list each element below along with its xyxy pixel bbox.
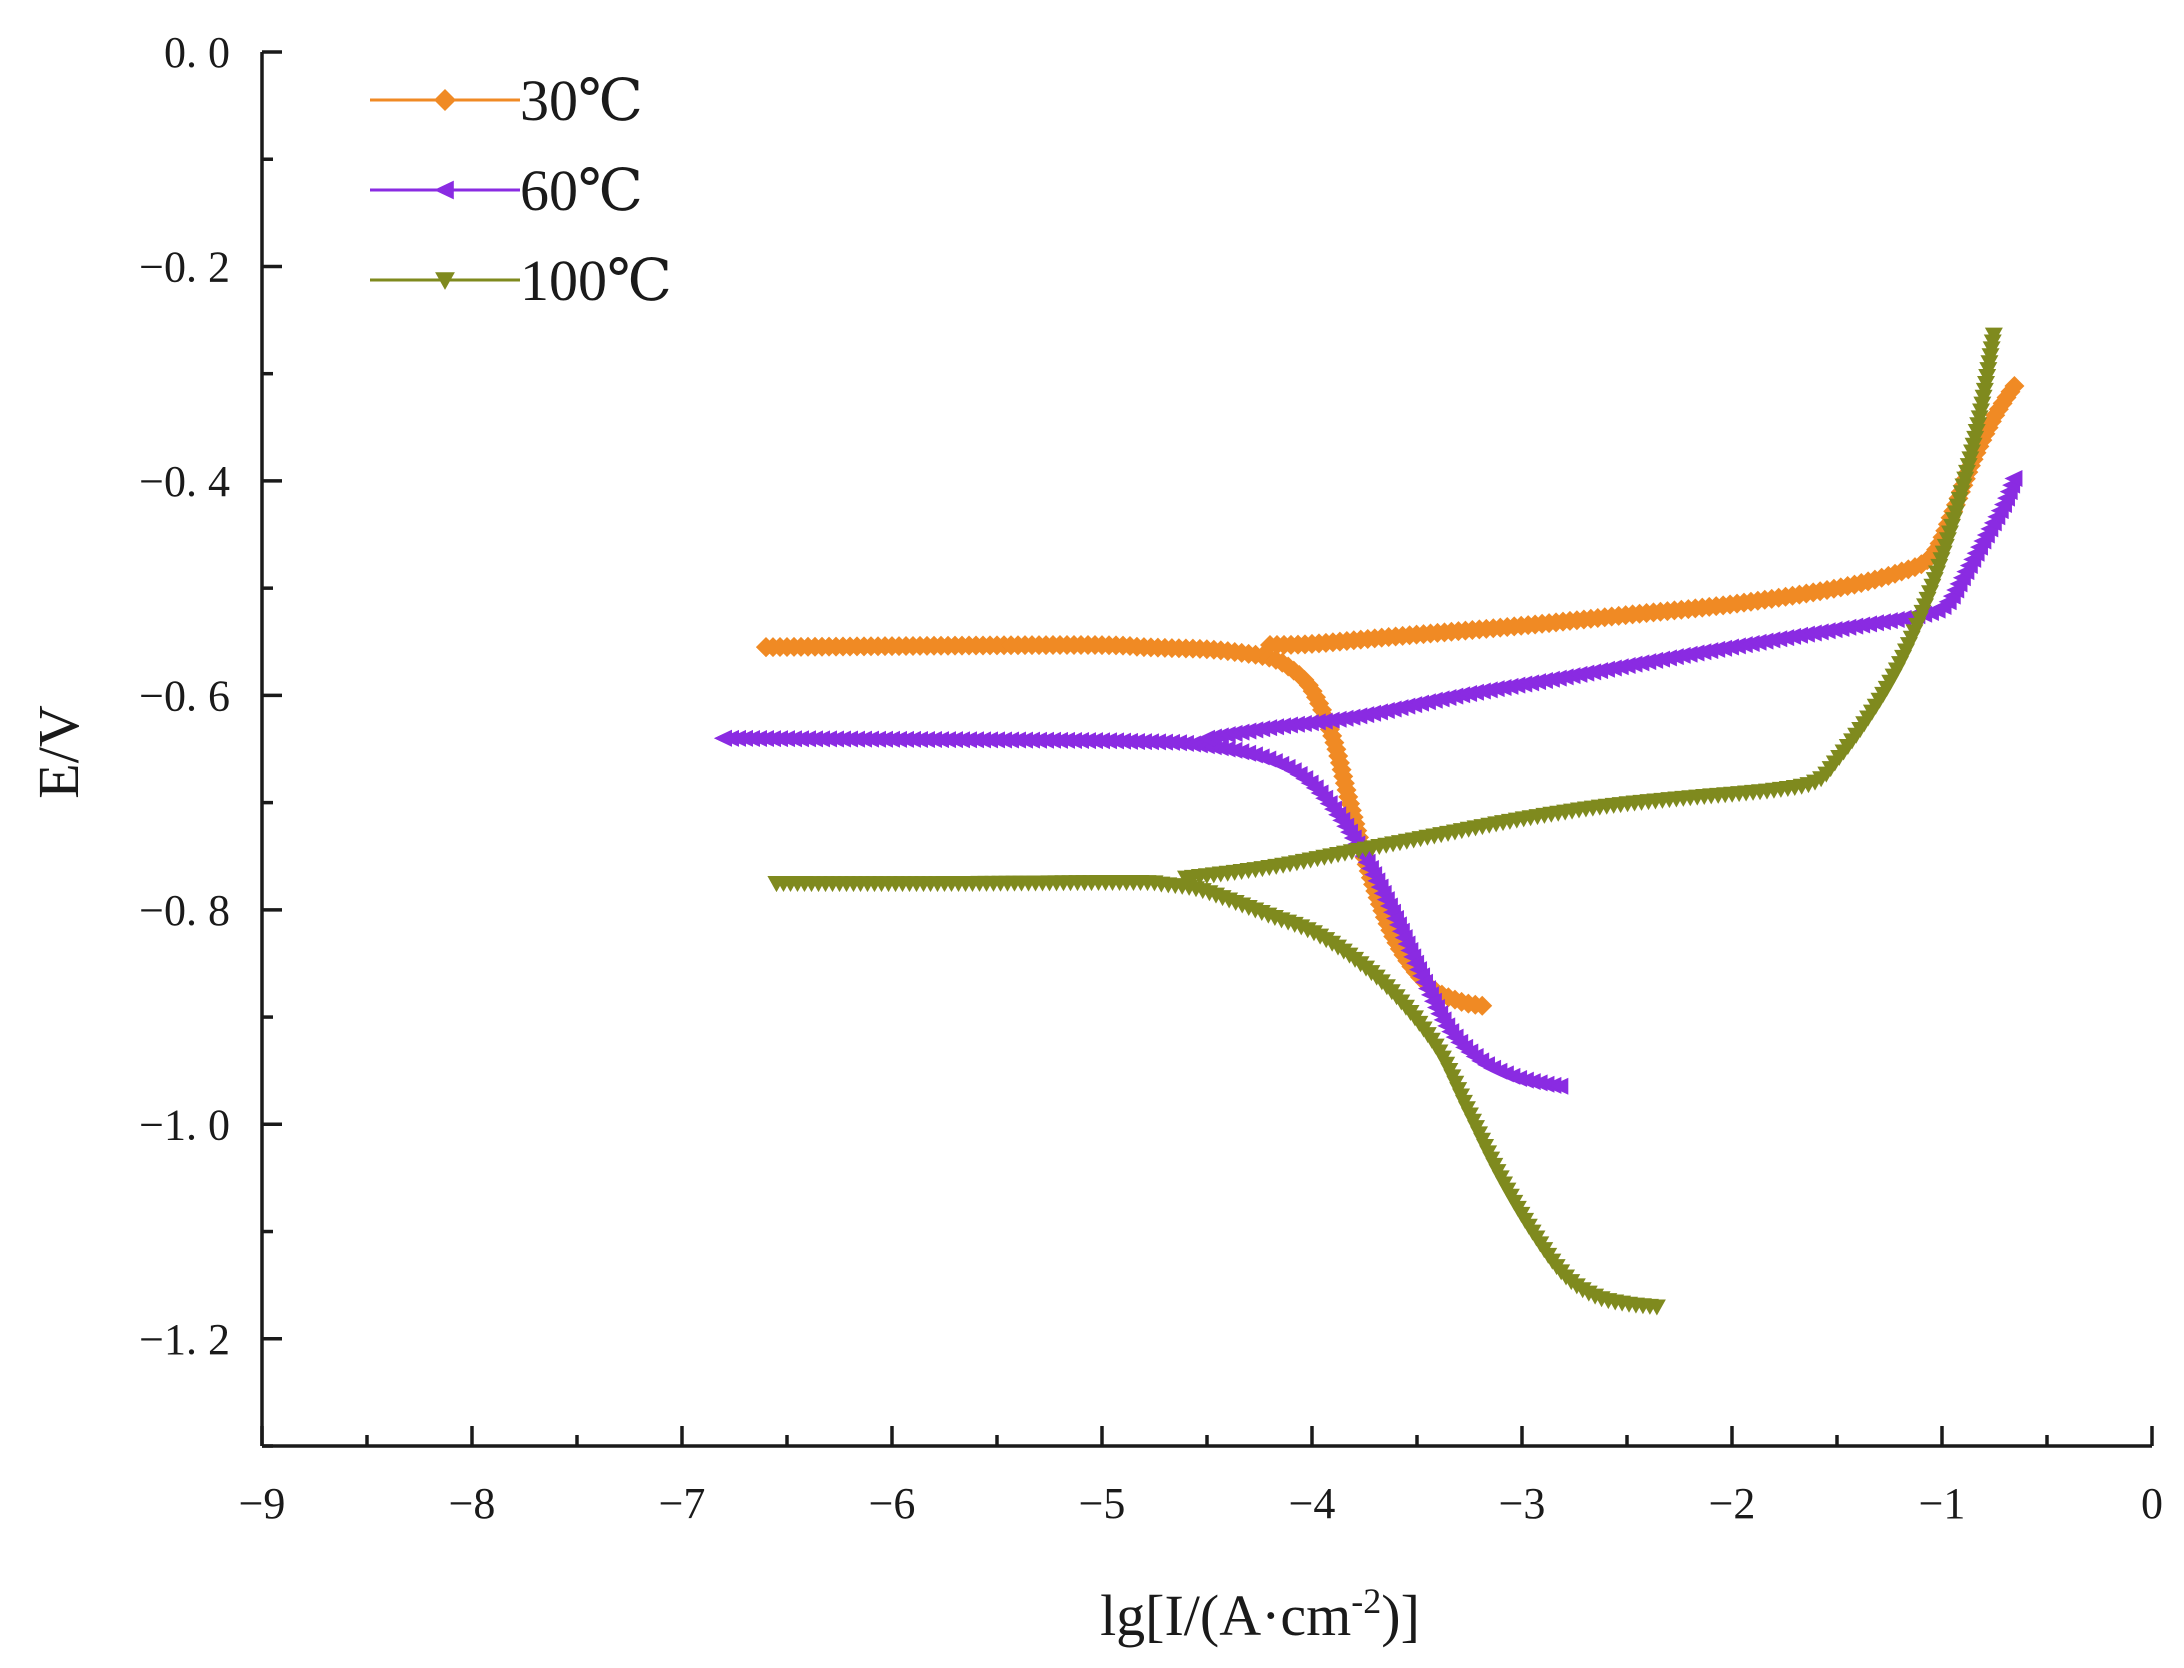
data-point bbox=[1973, 396, 1992, 413]
legend-label: 30℃ bbox=[520, 68, 643, 133]
data-point bbox=[1536, 1075, 1555, 1093]
data-point bbox=[1245, 721, 1264, 739]
data-point bbox=[1974, 389, 1993, 406]
data-point-start bbox=[714, 729, 732, 747]
data-point-start bbox=[767, 876, 786, 893]
data-point bbox=[1335, 709, 1354, 727]
data-point bbox=[1810, 623, 1829, 641]
series-1 bbox=[714, 470, 2023, 1095]
y-tick-label: −0. 2 bbox=[139, 242, 230, 291]
data-point bbox=[1980, 355, 1999, 372]
data-point bbox=[2004, 375, 2025, 396]
x-axis-title: lg[I/(A·cm-2)] bbox=[1100, 1581, 1420, 1648]
y-tick-label: 0. 0 bbox=[164, 28, 230, 77]
data-point bbox=[1972, 403, 1991, 420]
data-point bbox=[1817, 622, 1836, 640]
data-point bbox=[1978, 369, 1997, 386]
y-tick-label: −0. 6 bbox=[139, 671, 230, 720]
data-point bbox=[1328, 710, 1347, 728]
data-point bbox=[1852, 616, 1871, 634]
x-tick-label: 0 bbox=[2141, 1479, 2163, 1528]
x-ticks bbox=[260, 1426, 2154, 1446]
y-ticks bbox=[262, 50, 282, 1448]
data-point bbox=[1977, 375, 1996, 392]
data-point bbox=[1982, 341, 2001, 358]
x-tick-label: −1 bbox=[1919, 1479, 1966, 1528]
series-line-anodic bbox=[1185, 330, 1996, 879]
legend-label: 100℃ bbox=[520, 248, 672, 313]
data-point bbox=[1647, 1299, 1666, 1316]
y-tick-label: −0. 4 bbox=[139, 457, 230, 506]
y-tick-label: −1. 0 bbox=[139, 1100, 230, 1149]
data-point bbox=[1975, 382, 1994, 399]
x-tick-label: −8 bbox=[449, 1479, 496, 1528]
x-tick-labels: −9 −8 −7 −6 −5 −4 −3 −2 −1 0 bbox=[239, 1479, 2163, 1528]
legend-marker bbox=[434, 180, 454, 200]
legend-marker bbox=[435, 272, 455, 290]
series-line-cathodic bbox=[765, 643, 1487, 1008]
data-point bbox=[1970, 410, 1989, 427]
data-point bbox=[1872, 613, 1891, 631]
data-point bbox=[1979, 362, 1998, 379]
data-point-start bbox=[756, 637, 776, 658]
data-point bbox=[1550, 1077, 1569, 1095]
legend-marker bbox=[434, 89, 456, 111]
data-point bbox=[2004, 470, 2023, 488]
data-point bbox=[1981, 348, 2000, 365]
x-tick-label: −4 bbox=[1289, 1479, 1336, 1528]
x-tick-label: −9 bbox=[239, 1479, 286, 1528]
data-point bbox=[1967, 424, 1986, 441]
legend: 30℃ 60℃ 100℃ bbox=[370, 68, 672, 313]
data-point bbox=[1879, 612, 1898, 630]
x-axis-title-tail: )] bbox=[1381, 1583, 1420, 1648]
x-tick-label: −2 bbox=[1709, 1479, 1756, 1528]
y-axis-title: E/V bbox=[26, 705, 91, 799]
data-point bbox=[1252, 720, 1271, 738]
data-point bbox=[1964, 437, 1983, 454]
x-axis-title-sup: -2 bbox=[1351, 1581, 1381, 1621]
data-point bbox=[1969, 417, 1988, 434]
x-tick-label: −5 bbox=[1079, 1479, 1126, 1528]
y-tick-labels: 0. 0 −0. 2 −0. 4 −0. 6 −0. 8 −1. 0 −1. 2 bbox=[139, 28, 230, 1364]
data-point bbox=[1865, 614, 1884, 632]
series-line-anodic bbox=[1269, 383, 2017, 647]
series-line-cathodic bbox=[776, 880, 1659, 1308]
data-point bbox=[1859, 615, 1878, 633]
x-tick-label: −3 bbox=[1499, 1479, 1546, 1528]
x-axis-title-base: lg[I/(A·cm bbox=[1100, 1583, 1351, 1648]
data-point bbox=[1984, 327, 2003, 344]
data-point bbox=[1966, 430, 1985, 447]
x-tick-label: −6 bbox=[869, 1479, 916, 1528]
curves-layer bbox=[714, 327, 2025, 1316]
data-point bbox=[1983, 334, 2002, 351]
series-line-anodic bbox=[1206, 475, 2017, 740]
y-tick-label: −1. 2 bbox=[139, 1315, 230, 1364]
y-tick-label: −0. 8 bbox=[139, 886, 230, 935]
x-tick-label: −7 bbox=[659, 1479, 706, 1528]
series-2 bbox=[767, 327, 2003, 1316]
legend-label: 60℃ bbox=[520, 158, 643, 223]
data-point bbox=[1472, 995, 1493, 1016]
